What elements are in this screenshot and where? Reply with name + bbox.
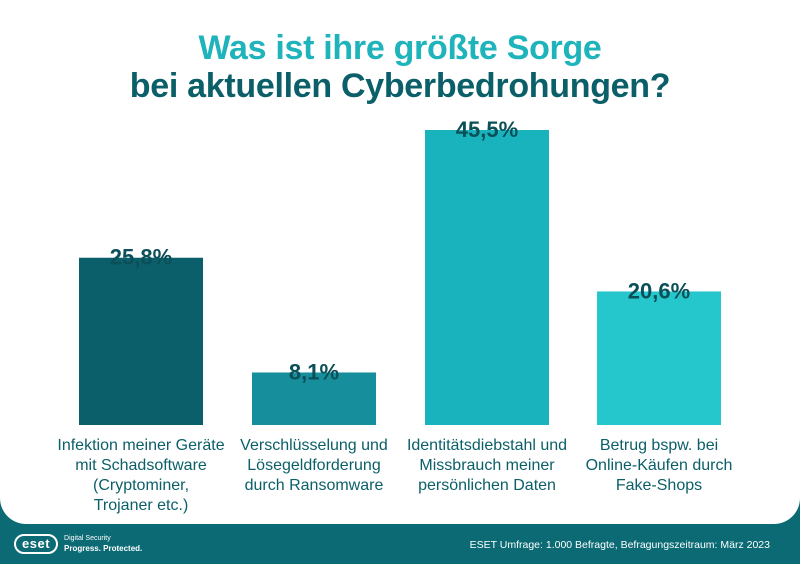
category-label-line: Infektion meiner Geräte [57,437,225,454]
tagline-digital-security: Digital Security [64,535,111,542]
eset-logo: eset Digital Security Progress. Protecte… [14,534,142,554]
category-label-line: Fake-Shops [615,477,703,494]
bar-4 [597,291,721,425]
category-label-line: (Cryptominer, [92,477,190,494]
bar-2 [252,372,376,425]
category-label-line: mit Schadsoftware [75,457,207,474]
bar-3 [425,130,549,425]
category-label-line: Online-Käufen durch [585,457,733,474]
category-label-line: durch Ransomware [244,477,384,494]
category-label-2: Verschlüsselung und Lösegeldforderung durc… [229,436,399,496]
category-label-line: Lösegeldforderung [247,457,381,474]
category-label-4: Betrug bspw. bei Online-Käufen durch Fake-… [574,436,744,496]
category-label-line: persönlichen Daten [418,477,556,494]
eset-brand-badge: eset [14,534,59,554]
category-label-line: Trojaner etc.) [93,497,189,514]
bar-1 [79,257,203,425]
category-label-line: Missbrauch meiner [419,457,555,474]
chart-title-line-2: bei aktuellen Cyberbedrohungen? [129,67,671,105]
category-label-line: Verschlüsselung und [240,437,388,454]
value-label-1: 25,8% [110,245,172,270]
eset-tagline: Digital Security Progress. Protected. [64,534,142,554]
value-label-4: 20,6% [628,278,690,303]
category-label-line: Betrug bspw. bei [599,437,719,454]
tagline-progress-protected: Progress. Protected. [64,544,143,553]
source-note: ESET Umfrage: 1.000 Befragte, Befragungs… [469,539,770,551]
value-label-2: 8,1% [289,359,339,384]
value-label-3: 45,5% [456,117,518,142]
chart-title-line-1: Was ist ihre größte Sorge [198,29,602,67]
category-label-1: Infektion meiner Geräte mit Schadsoftware… [56,436,226,516]
category-label-3: Identitätsdiebstahl und Missbrauch meiner… [402,436,572,496]
category-label-line: Identitätsdiebstahl und [406,437,568,454]
